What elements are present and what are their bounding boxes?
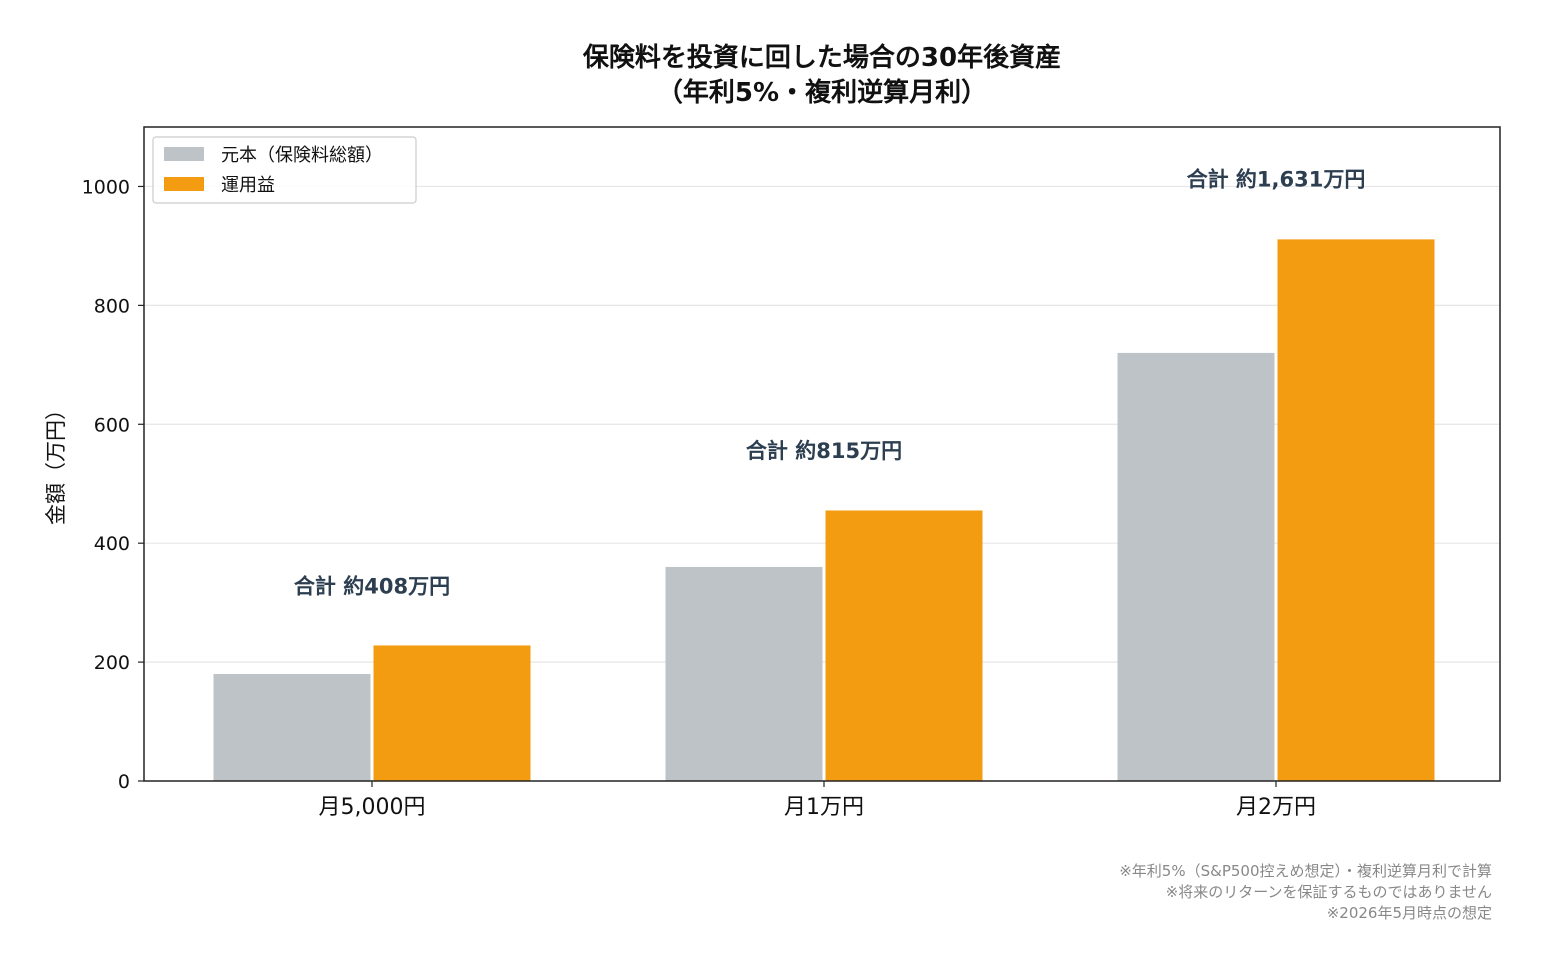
x-tick-label-1: 月1万円 bbox=[784, 795, 864, 820]
bar-gain-1 bbox=[825, 510, 983, 781]
footnotes: ※年利5%（S&P500控えめ想定）・複利逆算月利で計算 ※将来のリターンを保証… bbox=[1119, 862, 1492, 922]
bar-gain-2 bbox=[1277, 239, 1435, 782]
y-axis-ticks: 0 200 400 600 800 1000 bbox=[82, 176, 144, 793]
footnote-1: ※年利5%（S&P500控えめ想定）・複利逆算月利で計算 bbox=[1119, 862, 1492, 880]
y-axis-label: 金額（万円） bbox=[44, 399, 68, 525]
y-tick-label-200: 200 bbox=[94, 652, 130, 674]
bars bbox=[213, 239, 1435, 782]
y-tick-label-600: 600 bbox=[94, 414, 130, 436]
total-labels: 合計 約408万円 合計 約815万円 合計 約1,631万円 bbox=[294, 167, 1365, 598]
chart-title-line-1: 保険料を投資に回した場合の30年後資産 bbox=[582, 42, 1061, 73]
legend-label-gain: 運用益 bbox=[221, 175, 275, 196]
y-tick-label-800: 800 bbox=[94, 295, 130, 317]
footnote-3: ※2026年5月時点の想定 bbox=[1327, 904, 1492, 922]
footnote-2: ※将来のリターンを保証するものではありません bbox=[1166, 883, 1492, 901]
bar-principal-0 bbox=[213, 673, 371, 781]
legend-label-principal: 元本（保険料総額） bbox=[221, 145, 383, 166]
total-label-1: 合計 約815万円 bbox=[746, 439, 902, 463]
total-label-2: 合計 約1,631万円 bbox=[1187, 167, 1366, 191]
y-tick-label-0: 0 bbox=[118, 771, 130, 793]
legend-frame bbox=[152, 136, 417, 204]
bar-principal-1 bbox=[665, 566, 823, 781]
y-tick-label-400: 400 bbox=[94, 533, 130, 555]
bar-gain-0 bbox=[373, 645, 531, 781]
total-label-0: 合計 約408万円 bbox=[294, 575, 450, 599]
legend-swatch-gain bbox=[164, 177, 204, 191]
legend-swatch-principal bbox=[164, 147, 204, 161]
bar-principal-2 bbox=[1117, 352, 1275, 781]
chart-title-line-2: （年利5%・複利逆算月利） bbox=[657, 77, 987, 108]
x-tick-label-2: 月2万円 bbox=[1236, 795, 1316, 820]
x-tick-label-0: 月5,000円 bbox=[319, 795, 426, 820]
legend: 元本（保険料総額） 運用益 bbox=[152, 136, 417, 204]
plot-frame bbox=[143, 126, 1501, 782]
y-tick-label-1000: 1000 bbox=[82, 176, 130, 198]
x-axis-ticks: 月5,000円 月1万円 月2万円 bbox=[319, 781, 1316, 820]
